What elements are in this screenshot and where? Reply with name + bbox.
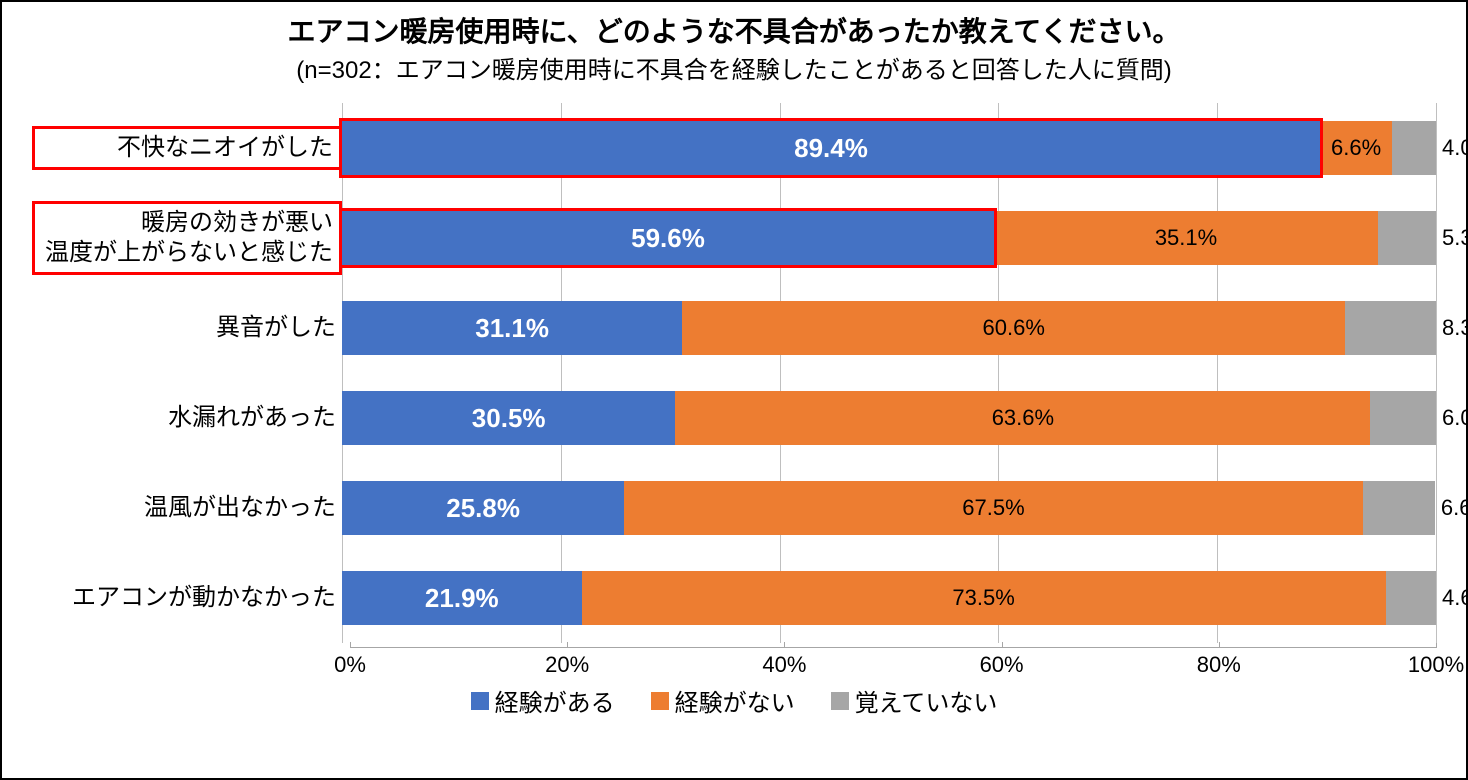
legend-label: 経験がない xyxy=(675,683,795,718)
bar-segment-exp: 25.8% xyxy=(342,481,624,535)
category-label: エアコンが動かなかった xyxy=(32,583,342,613)
segment-label: 5.3% xyxy=(1442,225,1468,251)
x-axis: 0%20%40%60%80%100% xyxy=(32,647,1436,681)
segment-label: 6.6% xyxy=(1331,135,1381,161)
category-label: 温風が出なかった xyxy=(32,493,342,523)
bar-track-wrap: 21.9% 73.5% 4.6% xyxy=(342,553,1436,643)
legend-swatch xyxy=(471,692,489,710)
bar-row: 暖房の効きが悪い温度が上がらないと感じた 59.6% 35.1% 5.3% xyxy=(32,193,1436,283)
legend-label: 覚えていない xyxy=(855,683,998,718)
x-tick-label: 20% xyxy=(545,652,589,678)
legend-item-dk: 覚えていない xyxy=(831,683,998,718)
plot-area: 不快なニオイがした 89.4% 6.6% 4.0% 暖房の効きが悪い温度が上がらないと感… xyxy=(32,103,1436,643)
bar-segment-noexp: 67.5% xyxy=(624,481,1362,535)
segment-label: 89.4% xyxy=(794,133,868,164)
segment-label: 8.3% xyxy=(1442,315,1468,341)
category-label: 不快なニオイがした xyxy=(32,126,342,170)
segment-label: 30.5% xyxy=(472,403,546,434)
segment-label: 4.6% xyxy=(1442,585,1468,611)
bar-segment-dk: 8.3% xyxy=(1345,301,1436,355)
x-tick-label: 0% xyxy=(334,652,366,678)
segment-label: 31.1% xyxy=(475,313,549,344)
segment-label: 59.6% xyxy=(631,223,705,254)
bar-segment-noexp: 6.6% xyxy=(1320,121,1392,175)
segment-label: 67.5% xyxy=(962,495,1024,521)
bar-segment-dk: 6.6% xyxy=(1363,481,1435,535)
chart-title: エアコン暖房使用時に、どのような不具合があったか教えてください。 xyxy=(32,14,1436,50)
bar-segment-dk: 4.6% xyxy=(1386,571,1436,625)
bar-segment-noexp: 63.6% xyxy=(675,391,1370,445)
segment-label: 21.9% xyxy=(425,583,499,614)
bar-row: 異音がした 31.1% 60.6% 8.3% xyxy=(32,283,1436,373)
bar-segment-exp: 21.9% xyxy=(342,571,582,625)
bar-track: 30.5% 63.6% 6.0% xyxy=(342,391,1436,445)
legend-label: 経験がある xyxy=(495,683,615,718)
bar-row: 温風が出なかった 25.8% 67.5% 6.6% xyxy=(32,463,1436,553)
segment-label: 4.0% xyxy=(1442,135,1468,161)
bar-track: 25.8% 67.5% 6.6% xyxy=(342,481,1436,535)
bar-segment-dk: 4.0% xyxy=(1392,121,1436,175)
bar-row: 水漏れがあった 30.5% 63.6% 6.0% xyxy=(32,373,1436,463)
x-tick-label: 60% xyxy=(980,652,1024,678)
bar-track-wrap: 59.6% 35.1% 5.3% xyxy=(342,193,1436,283)
x-tick-label: 100% xyxy=(1408,652,1464,678)
bar-track: 89.4% 6.6% 4.0% xyxy=(342,121,1436,175)
segment-label: 6.0% xyxy=(1442,405,1468,431)
x-tick-label: 80% xyxy=(1197,652,1241,678)
segment-label: 6.6% xyxy=(1441,495,1468,521)
x-tick-label: 40% xyxy=(762,652,806,678)
bar-row: 不快なニオイがした 89.4% 6.6% 4.0% xyxy=(32,103,1436,193)
bar-track-wrap: 25.8% 67.5% 6.6% xyxy=(342,463,1436,553)
category-label: 暖房の効きが悪い温度が上がらないと感じた xyxy=(32,201,342,275)
legend-item-exp: 経験がある xyxy=(471,683,615,718)
bar-segment-noexp: 73.5% xyxy=(582,571,1386,625)
bar-row: エアコンが動かなかった 21.9% 73.5% 4.6% xyxy=(32,553,1436,643)
segment-label: 63.6% xyxy=(992,405,1054,431)
bar-track-wrap: 31.1% 60.6% 8.3% xyxy=(342,283,1436,373)
category-label: 水漏れがあった xyxy=(32,403,342,433)
legend: 経験がある 経験がない 覚えていない xyxy=(32,683,1436,718)
chart-subtitle: (n=302：エアコン暖房使用時に不具合を経験したことがあると回答した人に質問) xyxy=(32,50,1436,85)
segment-label: 60.6% xyxy=(983,315,1045,341)
x-axis-track: 0%20%40%60%80%100% xyxy=(350,647,1436,681)
bar-track-wrap: 30.5% 63.6% 6.0% xyxy=(342,373,1436,463)
category-label: 異音がした xyxy=(32,313,342,343)
bar-track-wrap: 89.4% 6.6% 4.0% xyxy=(342,103,1436,193)
legend-swatch xyxy=(831,692,849,710)
bar-track: 21.9% 73.5% 4.6% xyxy=(342,571,1436,625)
segment-label: 73.5% xyxy=(952,585,1014,611)
bar-track: 31.1% 60.6% 8.3% xyxy=(342,301,1436,355)
segment-label: 25.8% xyxy=(446,493,520,524)
bar-track: 59.6% 35.1% 5.3% xyxy=(342,211,1436,265)
bar-segment-exp: 59.6% xyxy=(342,211,994,265)
legend-item-noexp: 経験がない xyxy=(651,683,795,718)
chart-container: エアコン暖房使用時に、どのような不具合があったか教えてください。 (n=302：… xyxy=(0,0,1468,780)
bar-segment-dk: 6.0% xyxy=(1370,391,1436,445)
bar-segment-exp: 89.4% xyxy=(342,121,1320,175)
bar-segment-dk: 5.3% xyxy=(1378,211,1436,265)
legend-swatch xyxy=(651,692,669,710)
bar-segment-noexp: 60.6% xyxy=(682,301,1345,355)
segment-label: 35.1% xyxy=(1155,225,1217,251)
bar-segment-exp: 30.5% xyxy=(342,391,675,445)
bar-segment-noexp: 35.1% xyxy=(994,211,1378,265)
bar-segment-exp: 31.1% xyxy=(342,301,682,355)
